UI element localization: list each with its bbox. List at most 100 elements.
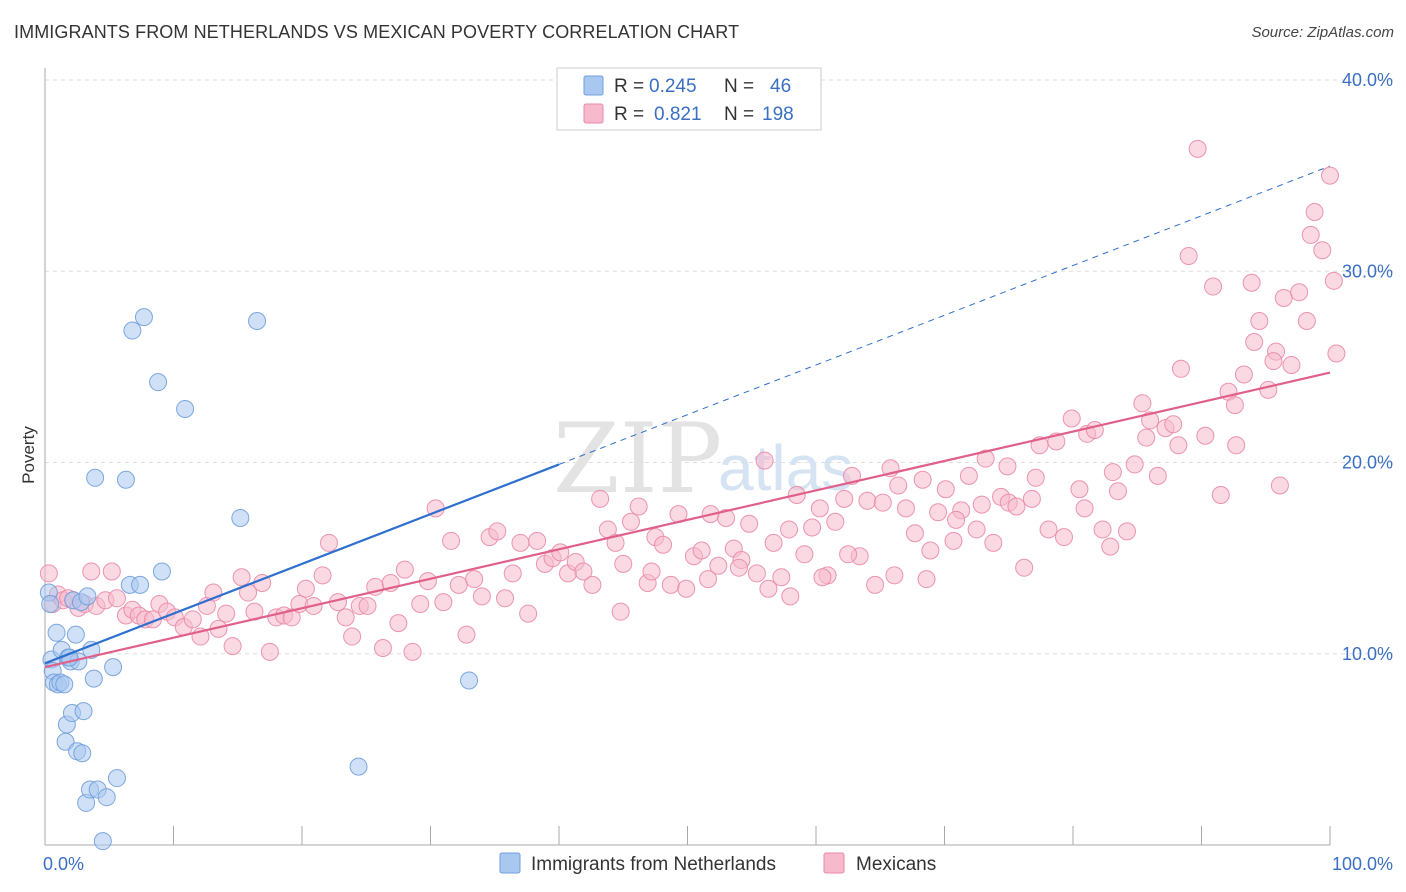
legend-n-label-1: N = [724, 76, 754, 97]
data-point-mexicans [1270, 476, 1289, 495]
data-point-netherlands [47, 623, 66, 642]
data-point-mexicans [772, 568, 791, 587]
data-point-mexicans [1075, 499, 1094, 518]
data-point-mexicans [1259, 380, 1278, 399]
data-point-mexicans [1196, 426, 1215, 445]
data-point-mexicans [1148, 466, 1167, 485]
x-tick-label-max: 100.0% [1332, 854, 1393, 874]
data-point-mexicans [984, 533, 1003, 552]
data-point-mexicans [1108, 482, 1127, 501]
data-point-mexicans [936, 480, 955, 499]
data-point-mexicans [921, 541, 940, 560]
data-point-netherlands [84, 669, 103, 688]
data-point-mexicans [1313, 241, 1332, 260]
data-point-netherlands [116, 470, 135, 489]
x-tick-label-min: 0.0% [43, 854, 84, 874]
data-point-mexicans [740, 514, 759, 533]
data-point-mexicans [1101, 537, 1120, 556]
watermark: ZIP atlas [553, 403, 853, 515]
data-point-mexicans [1103, 463, 1122, 482]
data-point-mexicans [1242, 273, 1261, 292]
bottom-legend-label-1: Immigrants from Netherlands [531, 854, 776, 875]
legend-r-label-1: R = [614, 76, 644, 97]
data-point-netherlands [74, 702, 93, 721]
data-point-mexicans [1055, 528, 1074, 547]
data-point-mexicans [959, 466, 978, 485]
data-point-mexicans [260, 642, 279, 661]
data-point-mexicans [574, 562, 593, 581]
data-point-netherlands [176, 399, 195, 418]
data-point-mexicans [1327, 344, 1346, 363]
data-point-mexicans [528, 531, 547, 550]
data-point-mexicans [1305, 202, 1324, 221]
data-point-mexicans [583, 575, 602, 594]
data-point-mexicans [82, 562, 101, 581]
data-point-mexicans [858, 491, 877, 510]
data-point-mexicans [998, 457, 1017, 476]
data-point-mexicans [1093, 520, 1112, 539]
legend-n-label-2: N = [724, 104, 754, 125]
data-point-netherlands [107, 769, 126, 788]
data-point-mexicans [472, 587, 491, 606]
data-point-mexicans [967, 520, 986, 539]
data-point-mexicans [1274, 289, 1293, 308]
trend-line-netherlands [44, 463, 560, 665]
data-point-mexicans [1015, 558, 1034, 577]
data-point-mexicans [699, 570, 718, 589]
data-points [39, 139, 1346, 851]
data-point-mexicans [102, 562, 121, 581]
data-point-mexicans [296, 579, 315, 598]
data-point-mexicans [1227, 436, 1246, 455]
data-point-mexicans [1204, 277, 1223, 296]
data-point-mexicans [217, 604, 236, 623]
trend-lines [558, 165, 1331, 465]
data-point-mexicans [442, 531, 461, 550]
data-point-mexicans [1117, 522, 1136, 541]
data-point-mexicans [755, 451, 774, 470]
data-point-mexicans [1324, 271, 1343, 290]
data-point-netherlands [86, 468, 105, 487]
data-point-mexicans [835, 489, 854, 508]
watermark-atlas: atlas [718, 432, 853, 504]
data-point-mexicans [551, 543, 570, 562]
data-point-mexicans [1164, 415, 1183, 434]
data-point-mexicans [373, 639, 392, 658]
data-point-mexicans [411, 595, 430, 614]
data-point-mexicans [917, 570, 936, 589]
data-point-mexicans [107, 589, 126, 608]
data-point-mexicans [606, 533, 625, 552]
legend-r-label-2: R = [614, 104, 644, 125]
data-point-netherlands [41, 595, 60, 614]
data-point-mexicans [313, 566, 332, 585]
data-point-mexicans [621, 512, 640, 531]
chart-title: IMMIGRANTS FROM NETHERLANDS VS MEXICAN P… [14, 22, 740, 42]
data-point-mexicans [403, 642, 422, 661]
data-point-mexicans [929, 503, 948, 522]
grid-lines: 10.0% 20.0% 30.0% 40.0% [45, 70, 1395, 664]
data-point-mexicans [1133, 394, 1152, 413]
data-point-mexicans [503, 564, 522, 583]
legend-swatch-pink [583, 103, 604, 124]
data-point-mexicans [866, 575, 885, 594]
data-point-mexicans [810, 499, 829, 518]
data-point-netherlands [460, 671, 479, 690]
data-point-mexicans [729, 558, 748, 577]
data-point-mexicans [1125, 455, 1144, 474]
data-point-mexicans [803, 518, 822, 537]
data-point-mexicans [1141, 411, 1160, 430]
data-point-mexicans [434, 593, 453, 612]
data-point-mexicans [1039, 520, 1058, 539]
data-point-mexicans [591, 489, 610, 508]
data-point-netherlands [231, 508, 250, 527]
data-point-mexicans [780, 520, 799, 539]
data-point-mexicans [1171, 359, 1190, 378]
bottom-legend: Immigrants from Netherlands Mexicans [499, 852, 936, 875]
data-point-netherlands [248, 311, 267, 330]
data-point-mexicans [1245, 333, 1264, 352]
legend-r-value-1: 0.245 [649, 76, 697, 97]
data-point-mexicans [39, 564, 58, 583]
legend: R = 0.245 N = 46 R = 0.821 N = 198 [556, 67, 822, 131]
data-point-mexicans [614, 554, 633, 573]
data-point-mexicans [1301, 225, 1320, 244]
data-point-mexicans [947, 510, 966, 529]
